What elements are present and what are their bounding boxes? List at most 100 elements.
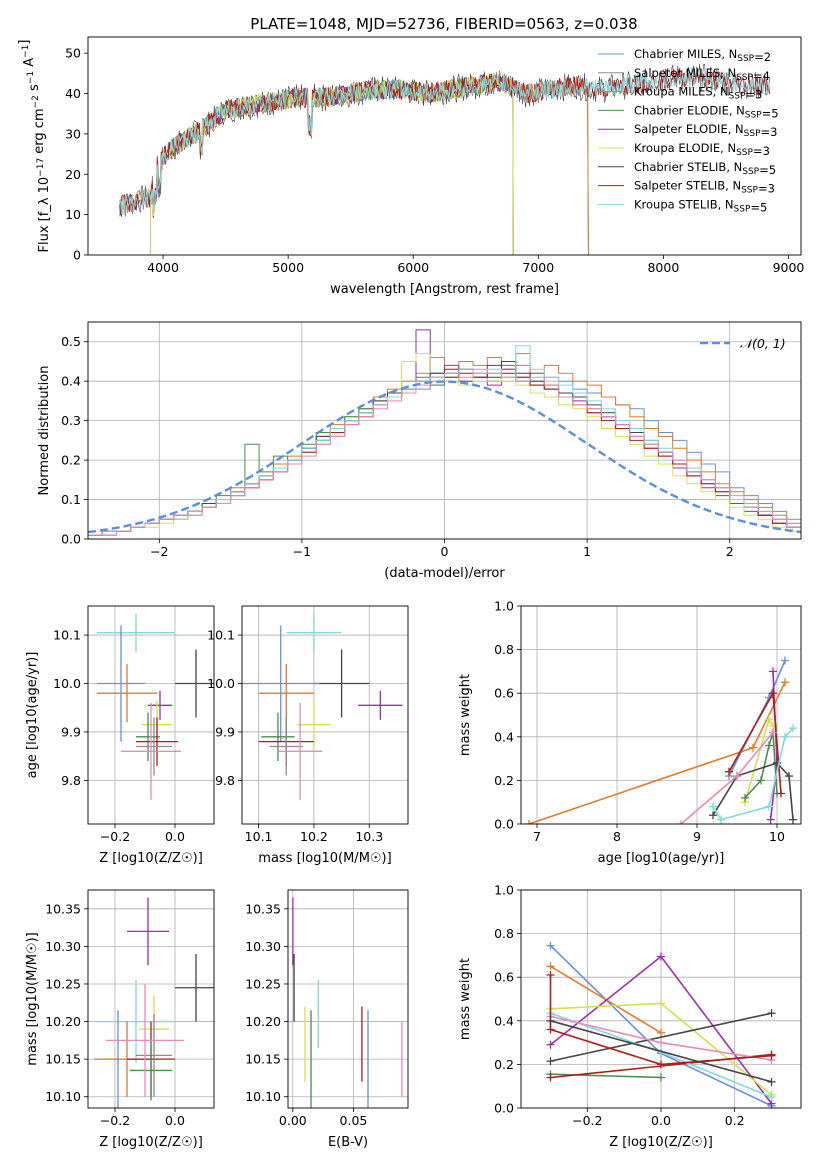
x-tick-label: 4000 [147, 260, 179, 275]
x-tick-label: 9000 [773, 260, 805, 275]
series-line [550, 965, 662, 1034]
axes-frame [87, 889, 215, 1109]
x-tick-label: 2 [726, 544, 734, 559]
axes-layer: 4000 5000 6000 7000 8000 900001020304050wavel… [17, 36, 805, 1150]
y-tick-label: 30 [65, 126, 81, 141]
x-tick-label: −2 [150, 544, 168, 559]
y-tick-label: 0.2 [61, 453, 81, 468]
plot-area [94, 897, 214, 1108]
line-point [546, 941, 555, 950]
series-line [550, 1073, 662, 1079]
y-tick-label: 0.6 [494, 686, 514, 701]
y-tick-label: 10.35 [45, 901, 81, 916]
y-tick-label: 10.1 [53, 628, 81, 643]
spectrum-line [118, 67, 771, 217]
legend-entry: Kroupa ELODIE, NSSP=3 [634, 141, 770, 158]
legend-entry: Chabrier MILES, NSSP=2 [634, 47, 771, 64]
axes-frame [287, 889, 409, 1109]
line-point [546, 962, 555, 971]
y-tick-label: 10.30 [45, 939, 81, 954]
y-tick-label: 9.9 [61, 724, 81, 739]
x-tick-label: 0.05 [340, 1113, 368, 1128]
y-tick-label: 1.0 [494, 599, 514, 614]
y-tick-label: 10.25 [245, 976, 281, 991]
y-tick-label: 0.3 [61, 413, 81, 428]
series-line [550, 1012, 772, 1098]
line-point [741, 793, 749, 802]
y-tick-label: 50 [65, 46, 81, 61]
series-line [744, 732, 778, 799]
y-tick-label: 0.4 [61, 374, 81, 389]
y-axis-label: Flux [f_λ 10−17 erg cm−2 s−1 A−1] [17, 40, 52, 253]
axes-frame [87, 605, 215, 825]
series-line [728, 690, 782, 794]
y-tick-label: 0.4 [494, 729, 514, 744]
series-line [550, 1015, 772, 1061]
y-axis-label: mass weight [458, 674, 473, 756]
series-line [712, 762, 794, 820]
x-tick-label: 0.0 [651, 1113, 671, 1128]
y-tick-label: 10.25 [45, 976, 81, 991]
series-line [712, 727, 794, 821]
line-point [767, 1093, 776, 1102]
y-tick-label: 10.30 [245, 939, 281, 954]
x-axis-label: (data-model)/error [384, 566, 505, 581]
y-tick-label: 10.0 [207, 676, 235, 691]
panel-mass-vs-Z: −0.2 0.0 10.10 10.15 10.20 10.25 10.30 10.35 Z [… [25, 889, 215, 1150]
legend-entry: Kroupa MILES, NSSP=3 [634, 85, 762, 102]
x-tick-label: 10.3 [355, 829, 383, 844]
x-tick-label: 0.2 [725, 1113, 745, 1128]
y-tick-label: 0.1 [61, 492, 81, 507]
normal-curve [88, 380, 801, 534]
x-tick-label: 10 [769, 829, 785, 844]
y-tick-label: 9.8 [215, 773, 235, 788]
series-line [550, 1012, 772, 1062]
plot-area [292, 897, 403, 1108]
line-point [789, 724, 797, 733]
series-line [549, 975, 772, 1066]
line-point [709, 802, 717, 811]
x-tick-label: −0.2 [100, 1113, 130, 1128]
y-tick-label: 10.15 [245, 1052, 281, 1067]
x-tick-label: 9 [693, 829, 701, 844]
panel-age-vs-Z: −0.2 0.0 9.8 9.9 10.0 10.1 Z [log10(Z/Z☉)] age … [25, 605, 215, 866]
x-tick-label: 7 [533, 829, 541, 844]
panel-spectrum: 4000 5000 6000 7000 8000 9000 0 10 20 30 40 50 wavel… [17, 36, 805, 297]
panel-mass-weight-vs-Z: −0.2 0.0 0.2 0.0 0.2 0.4 0.6 0.8 1.0 Z [log10(Z/Z… [458, 883, 802, 1150]
line-point [525, 820, 533, 824]
grid [88, 322, 801, 540]
y-tick-label: 0.0 [494, 817, 514, 832]
legend-entry: Salpeter MILES, NSSP=4 [634, 66, 770, 83]
grid [242, 606, 408, 824]
y-tick-label: 10.0 [53, 676, 81, 691]
line-point [677, 820, 685, 824]
axes-frame [87, 36, 802, 256]
y-tick-label: 0.0 [494, 1101, 514, 1116]
axes-frame [241, 605, 409, 825]
plot-area [546, 941, 776, 1108]
y-tick-label: 10.1 [207, 628, 235, 643]
plot-area [525, 656, 797, 824]
legend-entry: Salpeter STELIB, NSSP=3 [634, 179, 775, 196]
y-axis-label: mass weight [458, 958, 473, 1040]
x-tick-label: 0 [441, 544, 449, 559]
y-tick-label: 0.0 [61, 532, 81, 547]
plot-area [97, 613, 214, 800]
y-tick-label: 0.2 [494, 773, 514, 788]
x-tick-label: 5000 [272, 260, 304, 275]
figure-title: PLATE=1048, MJD=52736, FIBERID=0563, z=0… [250, 15, 637, 33]
x-tick-label: −0.2 [100, 829, 130, 844]
series-line [680, 731, 774, 824]
x-tick-label: 8 [613, 829, 621, 844]
x-tick-label: 10.1 [245, 829, 273, 844]
y-tick-label: 0.6 [494, 970, 514, 985]
legend-entry: Chabrier ELODIE, NSSP=5 [634, 103, 779, 120]
plot-area [88, 329, 801, 536]
y-tick-label: 40 [65, 86, 81, 101]
x-tick-label: 10.2 [300, 829, 328, 844]
axes-frame [87, 321, 802, 540]
plot-area [242, 613, 403, 800]
y-tick-label: 10.15 [45, 1052, 81, 1067]
x-axis-label: age [log10(age/yr)] [598, 851, 725, 866]
